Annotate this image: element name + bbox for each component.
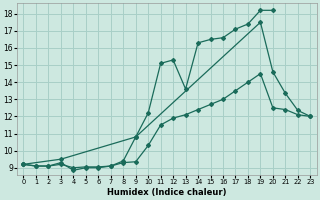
X-axis label: Humidex (Indice chaleur): Humidex (Indice chaleur) bbox=[107, 188, 227, 197]
